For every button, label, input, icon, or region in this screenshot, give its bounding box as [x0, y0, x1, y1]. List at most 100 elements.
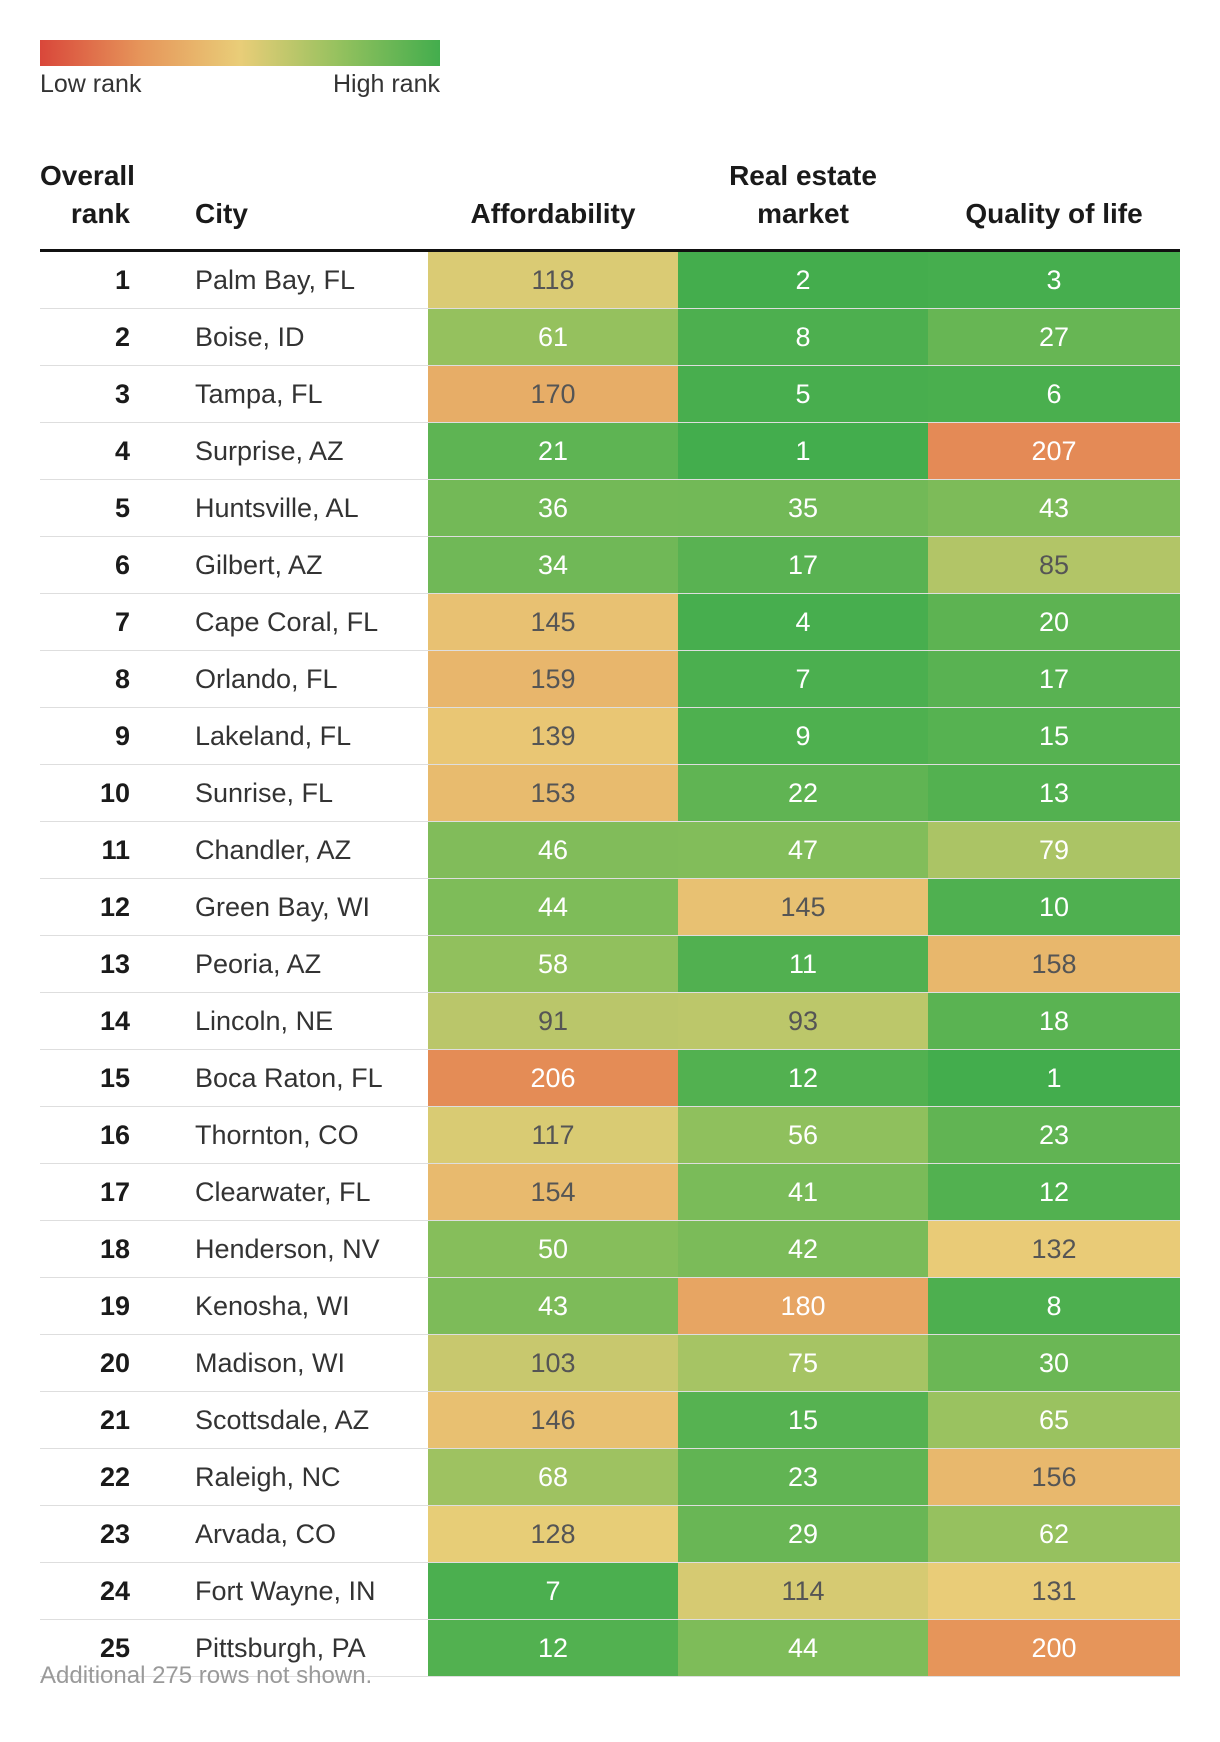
table-row: 13 Peoria, AZ 58 11 158: [40, 936, 1180, 993]
real-estate-cell: 145: [678, 879, 928, 935]
rank-cell: 25: [99, 1633, 130, 1663]
affordability-cell: 159: [428, 651, 678, 707]
quality-of-life-cell: 62: [928, 1506, 1180, 1562]
affordability-cell: 36: [428, 480, 678, 536]
city-cell: Huntsville, AL: [195, 493, 359, 523]
city-cell: Sunrise, FL: [195, 778, 334, 808]
header-rank-line1: Overall: [40, 160, 135, 191]
affordability-cell: 139: [428, 708, 678, 764]
table-header: Overall rank City Affordability Real est…: [40, 153, 1180, 252]
table-row: 5 Huntsville, AL 36 35 43: [40, 480, 1180, 537]
header-real-estate: Real estate market: [678, 157, 928, 233]
table-row: 2 Boise, ID 61 8 27: [40, 309, 1180, 366]
quality-of-life-cell: 18: [928, 993, 1180, 1049]
quality-of-life-cell: 156: [928, 1449, 1180, 1505]
rank-cell: 12: [99, 892, 130, 922]
quality-of-life-cell: 131: [928, 1563, 1180, 1619]
city-cell: Raleigh, NC: [195, 1462, 341, 1492]
city-cell: Scottsdale, AZ: [195, 1405, 370, 1435]
table-row: 7 Cape Coral, FL 145 4 20: [40, 594, 1180, 651]
header-city: City: [195, 198, 248, 229]
table-row: 19 Kenosha, WI 43 180 8: [40, 1278, 1180, 1335]
quality-of-life-cell: 23: [928, 1107, 1180, 1163]
city-cell: Boca Raton, FL: [195, 1063, 383, 1093]
city-cell: Cape Coral, FL: [195, 607, 379, 637]
rank-cell: 3: [114, 379, 130, 409]
affordability-cell: 34: [428, 537, 678, 593]
table-row: 20 Madison, WI 103 75 30: [40, 1335, 1180, 1392]
table-row: 1 Palm Bay, FL 118 2 3: [40, 252, 1180, 309]
table-row: 11 Chandler, AZ 46 47 79: [40, 822, 1180, 879]
quality-of-life-cell: 8: [928, 1278, 1180, 1334]
color-legend: Low rank High rank: [40, 40, 440, 100]
affordability-cell: 153: [428, 765, 678, 821]
real-estate-cell: 12: [678, 1050, 928, 1106]
city-cell: Lincoln, NE: [195, 1006, 334, 1036]
header-real-estate-line1: Real estate: [729, 160, 877, 191]
rank-cell: 18: [99, 1234, 130, 1264]
table-row: 8 Orlando, FL 159 7 17: [40, 651, 1180, 708]
affordability-cell: 117: [428, 1107, 678, 1163]
quality-of-life-cell: 1: [928, 1050, 1180, 1106]
real-estate-cell: 17: [678, 537, 928, 593]
affordability-cell: 154: [428, 1164, 678, 1220]
legend-high-label: High rank: [333, 70, 440, 98]
quality-of-life-cell: 200: [928, 1620, 1180, 1676]
header-rank-line2: rank: [70, 198, 130, 229]
city-cell: Kenosha, WI: [195, 1291, 350, 1321]
affordability-cell: 146: [428, 1392, 678, 1448]
quality-of-life-cell: 30: [928, 1335, 1180, 1391]
legend-low-label: Low rank: [40, 70, 142, 98]
affordability-cell: 50: [428, 1221, 678, 1277]
rank-cell: 8: [114, 664, 130, 694]
real-estate-cell: 1: [678, 423, 928, 479]
real-estate-cell: 4: [678, 594, 928, 650]
affordability-cell: 91: [428, 993, 678, 1049]
real-estate-cell: 29: [678, 1506, 928, 1562]
affordability-cell: 128: [428, 1506, 678, 1562]
real-estate-cell: 8: [678, 309, 928, 365]
rank-cell: 20: [99, 1348, 130, 1378]
table-row: 24 Fort Wayne, IN 7 114 131: [40, 1563, 1180, 1620]
quality-of-life-cell: 13: [928, 765, 1180, 821]
real-estate-cell: 35: [678, 480, 928, 536]
table-row: 9 Lakeland, FL 139 9 15: [40, 708, 1180, 765]
affordability-cell: 61: [428, 309, 678, 365]
real-estate-cell: 114: [678, 1563, 928, 1619]
real-estate-cell: 75: [678, 1335, 928, 1391]
real-estate-cell: 41: [678, 1164, 928, 1220]
table-row: 15 Boca Raton, FL 206 12 1: [40, 1050, 1180, 1107]
quality-of-life-cell: 20: [928, 594, 1180, 650]
table-row: 14 Lincoln, NE 91 93 18: [40, 993, 1180, 1050]
affordability-cell: 12: [428, 1620, 678, 1676]
city-cell: Henderson, NV: [195, 1234, 380, 1264]
quality-of-life-cell: 65: [928, 1392, 1180, 1448]
real-estate-cell: 9: [678, 708, 928, 764]
quality-of-life-cell: 10: [928, 879, 1180, 935]
footnote: Additional 275 rows not shown.: [40, 1662, 373, 1689]
city-cell: Surprise, AZ: [195, 436, 344, 466]
table-row: 6 Gilbert, AZ 34 17 85: [40, 537, 1180, 594]
table-row: 17 Clearwater, FL 154 41 12: [40, 1164, 1180, 1221]
rank-cell: 10: [99, 778, 130, 808]
table-row: 3 Tampa, FL 170 5 6: [40, 366, 1180, 423]
affordability-cell: 44: [428, 879, 678, 935]
real-estate-cell: 47: [678, 822, 928, 878]
rank-cell: 16: [99, 1120, 130, 1150]
quality-of-life-cell: 3: [928, 252, 1180, 308]
table-row: 12 Green Bay, WI 44 145 10: [40, 879, 1180, 936]
affordability-cell: 7: [428, 1563, 678, 1619]
real-estate-cell: 2: [678, 252, 928, 308]
affordability-cell: 46: [428, 822, 678, 878]
quality-of-life-cell: 158: [928, 936, 1180, 992]
rank-cell: 22: [99, 1462, 130, 1492]
affordability-cell: 68: [428, 1449, 678, 1505]
city-cell: Madison, WI: [195, 1348, 346, 1378]
city-cell: Peoria, AZ: [195, 949, 322, 979]
quality-of-life-cell: 132: [928, 1221, 1180, 1277]
rank-cell: 7: [114, 607, 130, 637]
table-row: 23 Arvada, CO 128 29 62: [40, 1506, 1180, 1563]
table-row: 18 Henderson, NV 50 42 132: [40, 1221, 1180, 1278]
rank-cell: 21: [99, 1405, 130, 1435]
real-estate-cell: 93: [678, 993, 928, 1049]
